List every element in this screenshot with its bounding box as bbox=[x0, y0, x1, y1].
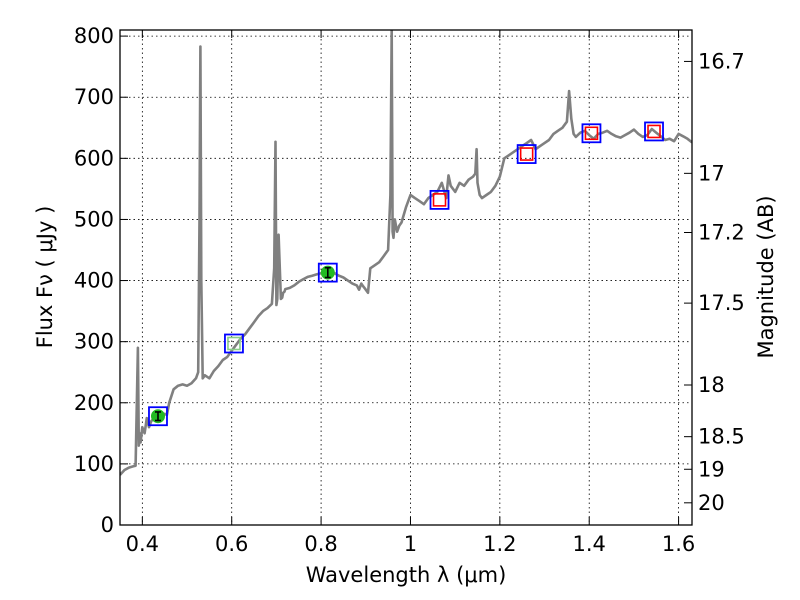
filter-box bbox=[317, 262, 338, 283]
model-marker bbox=[227, 336, 241, 351]
y2-tick-label: 18 bbox=[698, 373, 725, 397]
photometry-point bbox=[224, 333, 244, 354]
y2-tick-label: 19 bbox=[698, 457, 725, 481]
tick-labels: 0.4 0.6 0.8 1 1.2 1.4 1.6 0 100 200 300 400 500 600 70… bbox=[74, 24, 745, 556]
y-tick-label: 800 bbox=[74, 24, 114, 48]
y-tick-label: 600 bbox=[74, 146, 114, 170]
photometry-points bbox=[148, 121, 664, 427]
photometry-point bbox=[581, 123, 602, 144]
plot-frame bbox=[119, 29, 693, 526]
y-tick-label: 500 bbox=[74, 207, 114, 231]
axis-ticks bbox=[120, 30, 692, 526]
x-tick-label: 0.8 bbox=[304, 532, 337, 556]
x-tick-label: 0.6 bbox=[215, 532, 248, 556]
model-marker bbox=[519, 147, 534, 161]
x-axis-title: Wavelength λ (μm) bbox=[306, 563, 507, 587]
y2-tick-label: 18.5 bbox=[698, 425, 745, 449]
y-tick-label: 300 bbox=[74, 330, 114, 354]
y2-axis-title: Magnitude (AB) bbox=[754, 195, 778, 358]
photometry-point bbox=[516, 144, 537, 164]
plot-area bbox=[120, 30, 692, 476]
filter-box bbox=[581, 123, 602, 144]
model-marker bbox=[647, 124, 661, 139]
filter-box bbox=[224, 333, 244, 354]
y2-tick-label: 20 bbox=[698, 491, 725, 515]
filter-box bbox=[644, 121, 664, 142]
x-tick-label: 1.2 bbox=[483, 532, 516, 556]
y-tick-label: 400 bbox=[74, 269, 114, 293]
y-tick-label: 700 bbox=[74, 85, 114, 109]
y-tick-label: 0 bbox=[101, 513, 114, 537]
spectrum-line bbox=[120, 30, 692, 476]
filter-box bbox=[148, 406, 168, 427]
x-tick-label: 1.4 bbox=[573, 532, 606, 556]
filter-box bbox=[516, 144, 537, 164]
y-tick-label: 100 bbox=[74, 452, 114, 476]
y2-tick-label: 17.5 bbox=[698, 291, 745, 315]
grid bbox=[120, 30, 692, 526]
x-tick-label: 0.4 bbox=[126, 532, 159, 556]
x-tick-label: 1.6 bbox=[662, 532, 695, 556]
y2-tick-label: 16.7 bbox=[698, 49, 745, 73]
y2-tick-label: 17.2 bbox=[698, 221, 745, 245]
filter-box bbox=[429, 189, 450, 210]
photometry-point bbox=[644, 121, 664, 142]
y-axis-title: Flux Fν ( μJy ) bbox=[33, 206, 57, 349]
y-tick-label: 200 bbox=[74, 391, 114, 415]
model-marker bbox=[584, 126, 599, 141]
photometry-point bbox=[317, 262, 338, 283]
y2-tick-label: 17 bbox=[698, 161, 725, 185]
photometry-point bbox=[429, 189, 450, 210]
model-marker bbox=[432, 193, 447, 207]
x-tick-label: 1 bbox=[404, 532, 417, 556]
photometry-point bbox=[148, 406, 168, 427]
